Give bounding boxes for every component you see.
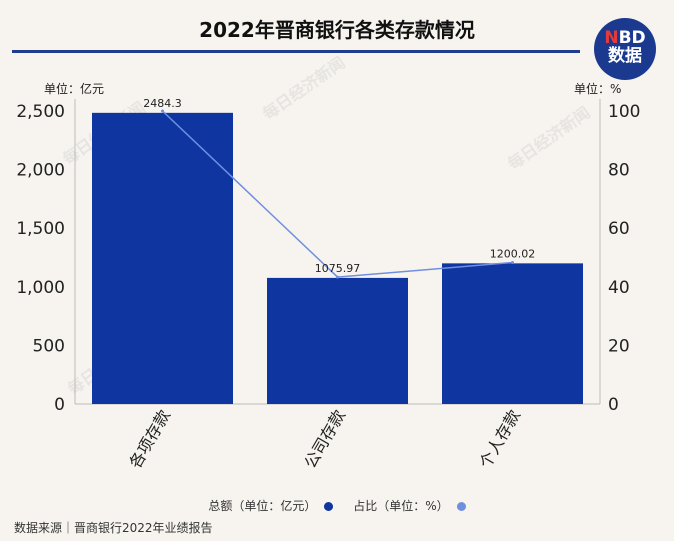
right-tick-label: 60 <box>608 219 630 239</box>
left-tick-label: 1,000 <box>16 278 65 298</box>
share-point <box>511 260 514 264</box>
nbd-logo: NBD 数据 <box>594 18 656 80</box>
legend-item-total: 总额（单位：亿元） <box>208 497 334 514</box>
chart-legend: 总额（单位：亿元） 占比（单位：%） <box>0 497 674 514</box>
left-tick-label: 500 <box>33 336 65 356</box>
bar <box>92 112 233 405</box>
category-label: 公司存款 <box>301 407 349 472</box>
bar-data-label: 1075.97 <box>315 262 361 275</box>
right-axis-unit: 单位：% <box>574 82 622 96</box>
category-label: 个人存款 <box>476 407 524 472</box>
bar-data-label: 2484.3 <box>143 97 182 110</box>
left-tick-label: 2,000 <box>16 161 65 181</box>
bar <box>267 277 408 404</box>
bar <box>442 263 583 404</box>
right-tick-label: 40 <box>608 278 630 298</box>
share-point <box>161 109 164 113</box>
left-tick-label: 2,500 <box>16 102 65 122</box>
chart-title: 2022年晋商银行各类存款情况 <box>199 18 475 42</box>
data-source: 数据来源｜晋商银行2022年业绩报告 <box>14 521 213 535</box>
category-label: 各项存款 <box>126 407 174 472</box>
share-point <box>336 275 339 279</box>
title-underline <box>12 50 580 53</box>
legend-marker-share <box>456 502 466 511</box>
left-axis-unit: 单位：亿元 <box>44 82 105 96</box>
left-tick-label: 1,500 <box>16 219 65 239</box>
right-tick-label: 0 <box>608 395 619 415</box>
right-tick-label: 100 <box>608 102 640 122</box>
left-tick-label: 0 <box>54 395 65 415</box>
legend-item-share: 占比（单位：%） <box>353 497 466 514</box>
right-tick-label: 80 <box>608 161 630 181</box>
bar-data-label: 1200.02 <box>490 247 536 260</box>
legend-marker-total <box>324 502 334 511</box>
right-tick-label: 20 <box>608 336 630 356</box>
